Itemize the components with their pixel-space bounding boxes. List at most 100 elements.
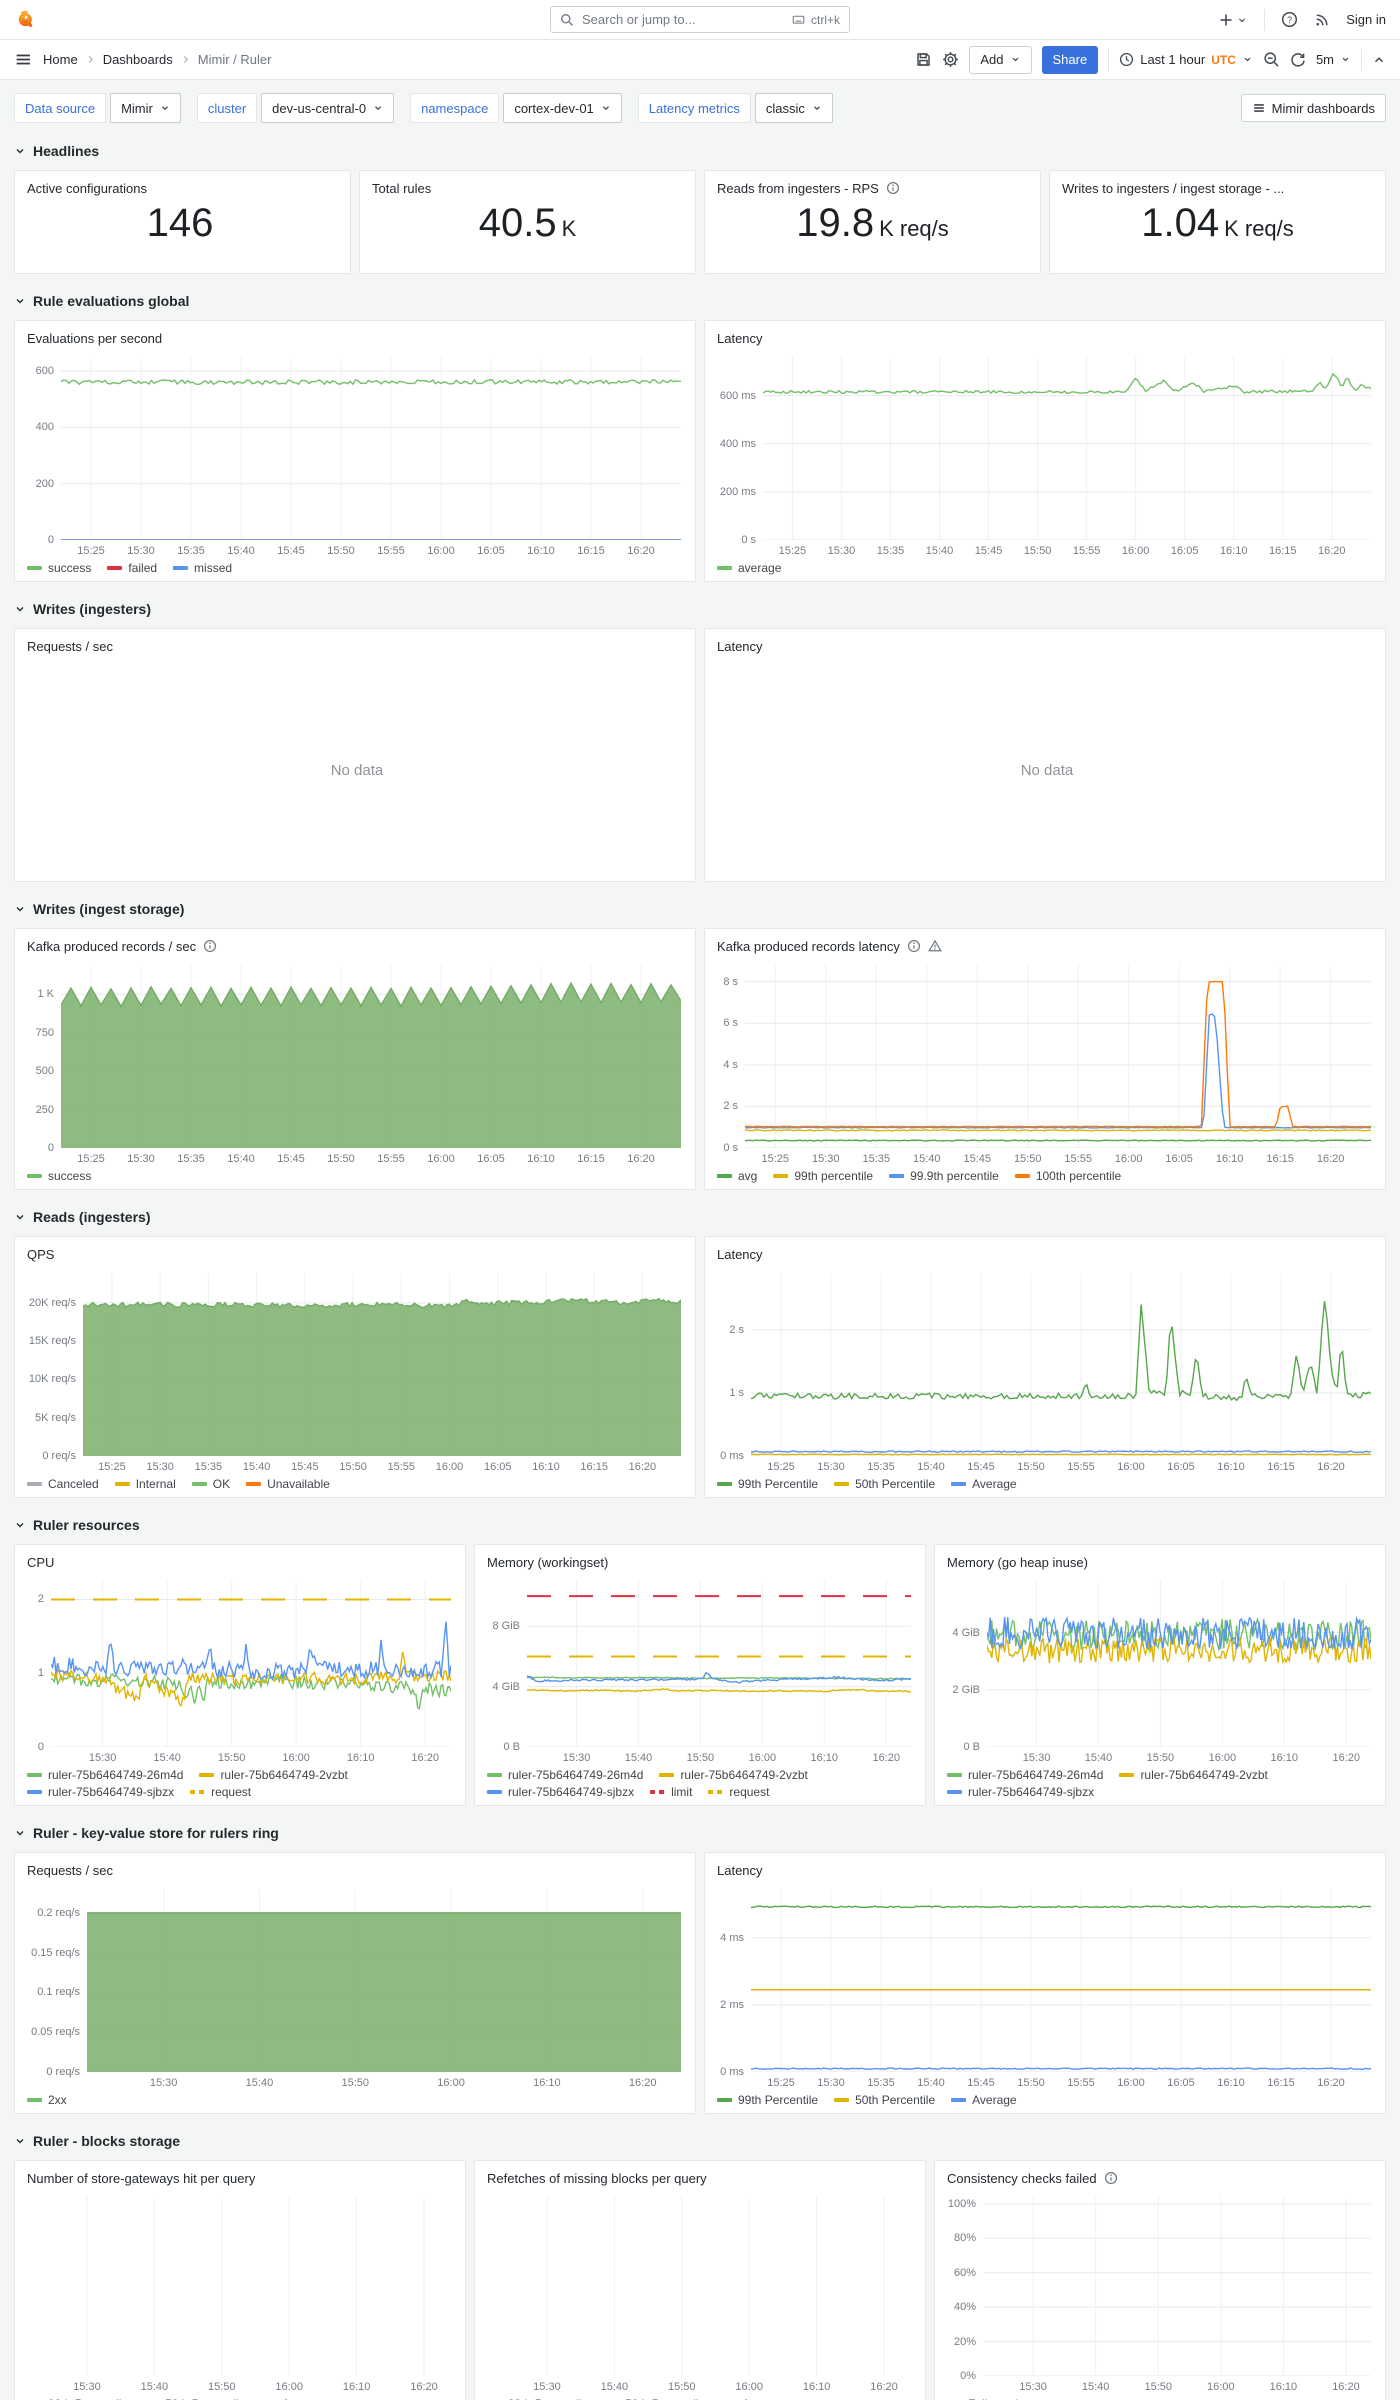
legend-item[interactable]: ruler-75b6464749-2vzbt (1119, 1768, 1268, 1782)
panel-header[interactable]: Consistency checks failed (935, 2161, 1385, 2193)
news-button[interactable] (1314, 12, 1330, 28)
legend-item[interactable]: 100th percentile (1014, 1169, 1121, 1183)
plot-area[interactable] (983, 2197, 1371, 2376)
time-range-picker[interactable]: Last 1 hour UTC (1119, 52, 1253, 67)
panel-header[interactable]: Active configurations (15, 171, 350, 203)
add-panel-button[interactable]: Add (969, 45, 1032, 74)
panel-header[interactable]: Memory (go heap inuse) (935, 1545, 1385, 1577)
panel-header[interactable]: Writes to ingesters / ingest storage - .… (1050, 171, 1385, 203)
cpu-chart[interactable]: 0 1 2 15:30 15:40 15:50 16:00 16:10 16:20 ruler-7… (15, 1577, 465, 1805)
legend-item[interactable]: Canceled (27, 1477, 99, 1491)
plot-area[interactable] (61, 357, 681, 540)
qps-chart[interactable]: 0 req/s 5K req/s 10K req/s 15K req/s 20K req… (15, 1269, 695, 1497)
plot-area[interactable] (527, 1581, 911, 1747)
breadcrumb-dashboards[interactable]: Dashboards (102, 52, 173, 67)
legend-item[interactable]: Failures / sec (947, 2397, 1039, 2400)
panel-header[interactable]: Kafka produced records / sec (15, 929, 695, 961)
section-writes-ingesters[interactable]: Writes (ingesters) (14, 598, 1386, 620)
plot-area[interactable]: No data (723, 665, 1371, 875)
plot-area[interactable] (745, 965, 1371, 1148)
legend-item[interactable]: ruler-75b6464749-26m4d (487, 1768, 643, 1782)
legend-item[interactable]: 50th Percentile (834, 1477, 935, 1491)
rule-evaluation-latency-chart[interactable]: 0 s 200 ms 400 ms 600 ms 15:25 15:30 15:35 15:4… (705, 353, 1385, 581)
panel-header[interactable]: Requests / sec (15, 1853, 695, 1885)
panel-header[interactable]: Reads from ingesters - RPS (705, 171, 1040, 203)
plot-area[interactable] (751, 1273, 1371, 1456)
memory-workingset-chart[interactable]: 0 B 4 GiB 8 GiB 15:30 15:40 15:50 16:00 16:10 16… (475, 1577, 925, 1805)
cluster-dropdown[interactable]: dev-us-central-0 (261, 93, 395, 123)
writes-latency-chart[interactable]: No data (705, 661, 1385, 881)
legend-item[interactable]: 2xx (27, 2093, 67, 2107)
legend-item[interactable]: success (27, 1169, 91, 1183)
panel-header[interactable]: Requests / sec (15, 629, 695, 661)
legend-item[interactable]: 99th Percentile (717, 1477, 818, 1491)
legend-item[interactable]: ruler-75b6464749-26m4d (947, 1768, 1103, 1782)
legend-item[interactable]: Average (261, 2397, 326, 2400)
menu-toggle-button[interactable] (14, 51, 31, 68)
legend-item[interactable]: ruler-75b6464749-sjbzx (487, 1785, 634, 1799)
panel-header[interactable]: Kafka produced records latency (705, 929, 1385, 961)
refresh-button[interactable] (1290, 52, 1306, 68)
dashboard-settings-button[interactable] (942, 51, 959, 68)
refresh-interval-picker[interactable]: 5m (1316, 52, 1351, 67)
consistency-checks-chart[interactable]: 0% 20% 40% 60% 80% 100% 15:30 15:40 15:50 16:00 16… (935, 2193, 1385, 2400)
plot-area[interactable]: No data (33, 665, 681, 875)
legend-item[interactable]: 99th Percentile (717, 2093, 818, 2107)
search-input[interactable]: Search or jump to... ctrl+k (550, 6, 850, 33)
panel-header[interactable]: QPS (15, 1237, 695, 1269)
legend-item[interactable]: 99.9th percentile (889, 1169, 999, 1183)
plot-area[interactable] (33, 2197, 451, 2376)
legend-item[interactable]: limit (650, 1785, 692, 1799)
save-dashboard-button[interactable] (915, 51, 932, 68)
section-ruler-resources[interactable]: Ruler resources (14, 1514, 1386, 1536)
legend-item[interactable]: 99th Percentile (487, 2397, 588, 2400)
legend-item[interactable]: Average (951, 2093, 1017, 2107)
plot-area[interactable] (751, 1889, 1371, 2072)
info-icon[interactable] (907, 939, 921, 953)
collapse-toolbar-button[interactable] (1372, 53, 1386, 67)
legend-item[interactable]: 50th Percentile (144, 2397, 245, 2400)
legend-item[interactable]: ruler-75b6464749-sjbzx (27, 1785, 174, 1799)
kafka-produced-records-chart[interactable]: 0 250 500 750 1 K 15:25 15:30 15:35 15:40 15:45 15… (15, 961, 695, 1189)
plot-area[interactable] (987, 1581, 1371, 1747)
plot-area[interactable] (61, 965, 681, 1148)
writes-requests-chart[interactable]: No data (15, 661, 695, 881)
legend-item[interactable]: 50th Percentile (604, 2397, 705, 2400)
legend-item[interactable]: ruler-75b6464749-2vzbt (199, 1768, 348, 1782)
plot-area[interactable] (83, 1273, 681, 1456)
latency-metrics-dropdown[interactable]: classic (754, 93, 833, 123)
legend-item[interactable]: ruler-75b6464749-2vzbt (659, 1768, 808, 1782)
legend-item[interactable]: OK (191, 1477, 230, 1491)
share-button[interactable]: Share (1041, 45, 1099, 74)
panel-header[interactable]: Evaluations per second (15, 321, 695, 353)
section-rule-evaluations-global[interactable]: Rule evaluations global (14, 290, 1386, 312)
info-icon[interactable] (1104, 2171, 1118, 2185)
section-writes-ingest-storage[interactable]: Writes (ingest storage) (14, 898, 1386, 920)
breadcrumb-home[interactable]: Home (43, 52, 78, 67)
panel-header[interactable]: Latency (705, 1853, 1385, 1885)
legend-item[interactable]: Internal (114, 1477, 176, 1491)
legend-item[interactable]: failed (107, 561, 157, 575)
sign-in-button[interactable]: Sign in (1346, 12, 1386, 27)
kafka-produced-records-latency-chart[interactable]: 0 s 2 s 4 s 6 s 8 s 15:25 15:30 15:35 15:40 15:45… (705, 961, 1385, 1189)
legend-item[interactable]: average (717, 561, 781, 575)
panel-header[interactable]: Refetches of missing blocks per query (475, 2161, 925, 2193)
grafana-logo[interactable] (14, 9, 36, 31)
legend-item[interactable]: request (190, 1785, 251, 1799)
section-ruler-blocks-storage[interactable]: Ruler - blocks storage (14, 2130, 1386, 2152)
plot-area[interactable] (87, 1889, 681, 2072)
legend-item[interactable]: request (708, 1785, 769, 1799)
panel-header[interactable]: Latency (705, 1237, 1385, 1269)
legend-item[interactable]: ruler-75b6464749-sjbzx (947, 1785, 1094, 1799)
section-ruler-kv-store[interactable]: Ruler - key-value store for rulers ring (14, 1822, 1386, 1844)
section-reads-ingesters[interactable]: Reads (ingesters) (14, 1206, 1386, 1228)
reads-latency-chart[interactable]: 0 ms 1 s 2 s 15:25 15:30 15:35 15:40 15:45 15:50… (705, 1269, 1385, 1497)
legend-item[interactable]: 99th percentile (773, 1169, 873, 1183)
legend-item[interactable]: 99th Percentile (27, 2397, 128, 2400)
legend-item[interactable]: ruler-75b6464749-26m4d (27, 1768, 183, 1782)
evaluations-per-second-chart[interactable]: 0 200 400 600 15:25 15:30 15:35 15:40 15:45 15:50… (15, 353, 695, 581)
panel-header[interactable]: CPU (15, 1545, 465, 1577)
plot-area[interactable] (51, 1581, 451, 1747)
panel-header[interactable]: Memory (workingset) (475, 1545, 925, 1577)
